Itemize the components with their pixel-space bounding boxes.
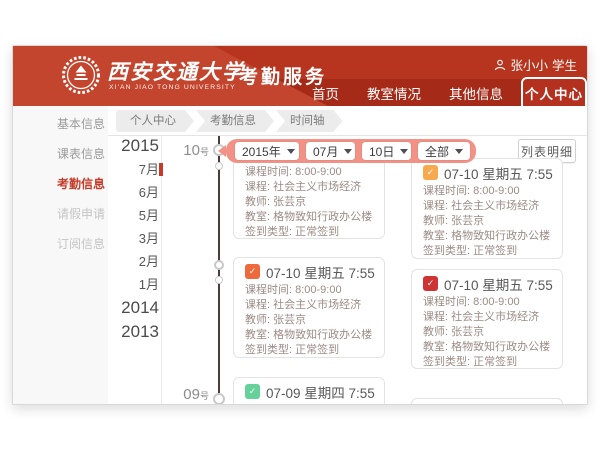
year-select[interactable]: 2015年 [235, 142, 299, 160]
university-name-en: XI'AN JIAO TONG UNIVERSITY [109, 84, 236, 91]
scale-month-jan[interactable]: 1月 [138, 277, 159, 292]
card-field-line: 课程: 社会主义市场经济 [423, 311, 540, 323]
app-header: 西安交通大学 XI'AN JIAO TONG UNIVERSITY 考勤服务 张… [13, 46, 587, 106]
scale-year-2014[interactable]: 2014 [121, 298, 159, 317]
current-month-marker [159, 163, 163, 176]
attendance-card[interactable]: ✓ 07-09 星期四 7:55 [233, 377, 385, 404]
card-field-line: 课程时间: 8:00-9:00 [423, 296, 520, 308]
type-select[interactable]: 全部 [418, 142, 471, 160]
breadcrumb-item-personal-center[interactable]: 个人中心 [116, 110, 194, 132]
nav-item-home[interactable]: 首页 [312, 86, 339, 102]
card-date-title: 07-10 星期五 7:55 [266, 265, 375, 281]
day-label-09: 09号 [183, 386, 209, 403]
timeline-node [215, 162, 223, 170]
card-field-line: 教师: 张芸京 [245, 314, 307, 326]
tab-personal-center[interactable]: 个人中心 [521, 77, 587, 106]
sidebar-item-subscription-info[interactable]: 订阅信息 [57, 237, 106, 251]
day-select[interactable]: 10日 [362, 142, 411, 160]
month-select[interactable]: 07月 [306, 142, 355, 160]
chevron-down-icon [286, 148, 295, 154]
scale-month-jun[interactable]: 6月 [138, 185, 159, 200]
breadcrumb-item-attendance-info[interactable]: 考勤信息 [196, 110, 274, 132]
scale-month-mar[interactable]: 3月 [138, 231, 159, 246]
card-field-line: 签到类型: 正常签到 [245, 226, 340, 238]
attendance-card[interactable] [411, 398, 563, 404]
breadcrumb: 个人中心 考勤信息 时间轴 [116, 110, 345, 132]
chevron-down-icon [455, 148, 464, 154]
card-field-line: 教室: 格物致知行政办公楼 [423, 230, 551, 242]
breadcrumb-bar: 个人中心 考勤信息 时间轴 [108, 106, 587, 136]
card-field-line: 教室: 格物致知行政办公楼 [245, 211, 373, 223]
timeline-axis [218, 136, 220, 404]
timeline-node [214, 260, 224, 270]
attendance-stamp-icon: ✓ [423, 165, 438, 180]
card-field-line: 课程: 社会主义市场经济 [245, 299, 362, 311]
sidebar-item-timetable-info[interactable]: 课表信息 [57, 147, 106, 161]
attendance-stamp-icon: ✓ [423, 276, 438, 291]
person-icon [495, 59, 506, 70]
attendance-card[interactable]: ✓ 07-10 星期五 7:55 课程时间: 8:00-9:00 课程: 社会主义市… [411, 158, 563, 259]
sidebar-item-leave-request[interactable]: 请假申请 [57, 207, 106, 221]
card-field-line: 签到类型: 正常签到 [423, 356, 518, 368]
sidebar-item-basic-info[interactable]: 基本信息 [57, 117, 106, 131]
university-logo-icon [62, 56, 100, 94]
scale-year-2013[interactable]: 2013 [121, 322, 159, 341]
card-field-line: 教室: 格物致知行政办公楼 [245, 329, 373, 341]
card-field-line: 课程: 社会主义市场经济 [423, 200, 540, 212]
sidebar-item-attendance-info[interactable]: 考勤信息 [57, 177, 106, 191]
chevron-down-icon [400, 148, 409, 154]
attendance-card[interactable]: ✓ 07-10 星期五 7:55 课程时间: 8:00-9:00 课程: 社会主义市… [411, 269, 563, 369]
day-label-10: 10号 [183, 142, 209, 159]
attendance-stamp-icon: ✓ [245, 264, 260, 279]
app-title: 考勤服务 [239, 67, 328, 88]
scale-month-may[interactable]: 5月 [138, 208, 159, 223]
sidebar: 基本信息 课表信息 考勤信息 请假申请 订阅信息 [13, 106, 108, 404]
card-field-line: 教师: 张芸京 [423, 215, 485, 227]
chevron-down-icon [344, 148, 353, 154]
scale-month-jul[interactable]: 7月 [138, 162, 159, 177]
card-field-line: 课程: 社会主义市场经济 [245, 181, 362, 193]
user-name: 张小小 [510, 59, 548, 73]
date-filter-bar: 2015年 07月 10日 全部 [218, 139, 476, 163]
card-field-line: 教师: 张芸京 [423, 326, 485, 338]
main-nav: 首页 教室情况 其他信息 [312, 79, 503, 106]
card-field-line: 课程时间: 8:00-9:00 [423, 185, 520, 197]
card-field-line: 教室: 格物致知行政办公楼 [423, 341, 551, 353]
card-field-line: 教师: 张芸京 [245, 196, 307, 208]
card-date-title: 07-10 星期五 7:55 [444, 277, 553, 293]
card-field-line: 签到类型: 正常签到 [245, 344, 340, 356]
scale-divider-line [161, 136, 162, 404]
university-name-zh: 西安交通大学 [107, 61, 245, 84]
nav-item-classrooms[interactable]: 教室情况 [367, 86, 421, 102]
user-role: 学生 [551, 59, 577, 73]
scale-month-feb[interactable]: 2月 [138, 254, 159, 269]
scale-year-2015[interactable]: 2015 [121, 136, 159, 155]
timeline-node [215, 276, 223, 284]
card-field-line: 课程时间: 8:00-9:00 [245, 166, 342, 178]
attendance-card[interactable]: ✓ 07-10 星期五 7:55 课程时间: 8:00-9:00 课程: 社会主义市… [233, 257, 385, 358]
card-date-title: 07-10 星期五 7:55 [444, 166, 553, 182]
breadcrumb-item-timeline[interactable]: 时间轴 [276, 110, 343, 132]
card-field-line: 签到类型: 正常签到 [423, 245, 518, 257]
nav-item-other-info[interactable]: 其他信息 [449, 86, 503, 102]
card-field-line: 课程时间: 8:00-9:00 [245, 284, 342, 296]
timeline-node [213, 393, 225, 404]
app-window: 西安交通大学 XI'AN JIAO TONG UNIVERSITY 考勤服务 张… [12, 45, 588, 405]
attendance-stamp-icon: ✓ [245, 384, 260, 399]
timeline-scale: 2015 7月 6月 5月 3月 2月 1月 2014 2013 [111, 134, 159, 344]
card-date-title: 07-09 星期四 7:55 [266, 385, 375, 401]
user-info[interactable]: 张小小 学生 [494, 55, 577, 74]
